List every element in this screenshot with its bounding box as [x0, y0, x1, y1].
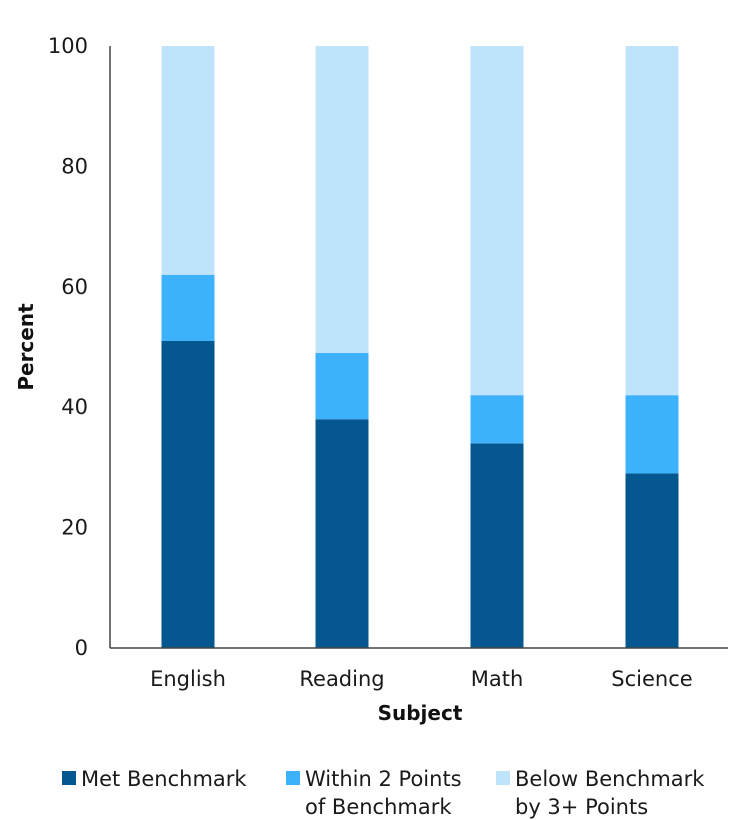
x-tick-label-reading: Reading: [299, 667, 384, 691]
y-tick-label-20: 20: [61, 516, 88, 540]
bar-segment-math-series-3: [470, 46, 524, 396]
y-tick-label-0: 0: [75, 636, 88, 660]
bar-segment-math-series-1: [470, 443, 524, 648]
bar-segment-reading-series-1: [315, 419, 369, 648]
legend-label-1: Met Benchmark: [81, 767, 247, 791]
bar-segment-reading-series-2: [315, 353, 369, 420]
bar-segment-english-series-1: [161, 340, 215, 648]
x-tick-label-english: English: [150, 667, 226, 691]
y-tick-label-60: 60: [61, 275, 88, 299]
y-tick-label-40: 40: [61, 395, 88, 419]
bar-segment-science-series-2: [625, 395, 679, 474]
y-tick-label-80: 80: [61, 154, 88, 178]
x-tick-labels: English Reading Math Science: [150, 667, 693, 691]
legend-label-3: Below Benchmark by 3+ Points: [515, 767, 705, 819]
legend-item-1: Met Benchmark: [62, 767, 247, 791]
bars-group: [161, 46, 679, 648]
legend-item-3: Below Benchmark by 3+ Points: [496, 767, 705, 819]
legend: Met Benchmark Within 2 Points of Benchmark…: [62, 767, 705, 819]
bar-segment-english-series-2: [161, 274, 215, 341]
bar-segment-math-series-2: [470, 395, 524, 444]
bar-segment-english-series-3: [161, 46, 215, 275]
y-tick-labels: 0 20 40 60 80 100: [48, 34, 88, 660]
legend-item-2: Within 2 Points of Benchmark: [286, 767, 462, 819]
legend-label-2: Within 2 Points of Benchmark: [305, 767, 462, 819]
bar-segment-science-series-1: [625, 473, 679, 648]
x-tick-label-math: Math: [471, 667, 524, 691]
x-axis-title: Subject: [378, 701, 463, 725]
x-tick-label-science: Science: [611, 667, 692, 691]
legend-swatch-2: [286, 771, 300, 785]
y-tick-label-100: 100: [48, 34, 88, 58]
bar-segment-reading-series-3: [315, 46, 369, 354]
legend-swatch-1: [62, 771, 76, 785]
axes-group: [109, 46, 728, 649]
y-axis-title: Percent: [14, 303, 38, 391]
bar-segment-science-series-3: [625, 46, 679, 396]
legend-swatch-3: [496, 771, 510, 785]
